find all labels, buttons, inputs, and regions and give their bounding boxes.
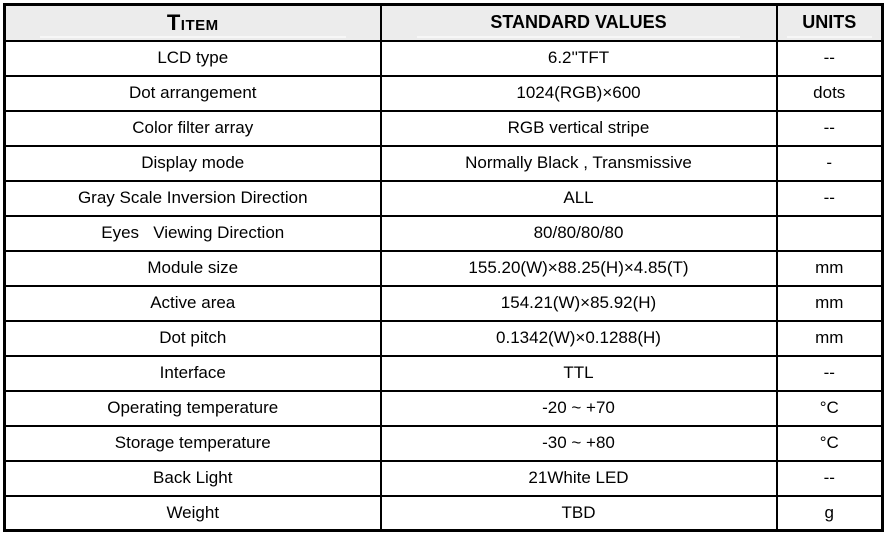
- table-row: Dot pitch 0.1342(W)×0.1288(H) mm: [3, 319, 884, 357]
- item-cell: Display mode: [3, 144, 382, 182]
- unit-cell: --: [775, 39, 884, 77]
- table-row: Display mode Normally Black , Transmissi…: [3, 144, 884, 182]
- item-cell: Active area: [3, 284, 382, 322]
- unit-cell: --: [775, 459, 884, 497]
- item-cell: Operating temperature: [3, 389, 382, 427]
- table-row: Interface TTL --: [3, 354, 884, 392]
- value-cell: Normally Black , Transmissive: [379, 144, 778, 182]
- item-cell: Back Light: [3, 459, 382, 497]
- item-cell: Weight: [3, 494, 382, 532]
- table-row: Weight TBD g: [3, 494, 884, 532]
- unit-cell: °C: [775, 424, 884, 462]
- value-cell: TTL: [379, 354, 778, 392]
- item-cell: Interface: [3, 354, 382, 392]
- unit-cell: --: [775, 179, 884, 217]
- header-standard-values: STANDARD VALUES: [379, 3, 778, 42]
- value-cell: 1024(RGB)×600: [379, 74, 778, 112]
- item-cell: Eyes Viewing Direction: [3, 214, 382, 252]
- value-cell: 0.1342(W)×0.1288(H): [379, 319, 778, 357]
- value-cell: -30 ~ +80: [379, 424, 778, 462]
- header-units: UNITS: [775, 3, 884, 42]
- table-row: LCD type 6.2''TFT --: [3, 39, 884, 77]
- table-header: TITEM STANDARD VALUES UNITS: [3, 3, 884, 42]
- header-item-initial: T: [166, 9, 181, 35]
- unit-cell: -: [775, 144, 884, 182]
- unit-cell: mm: [775, 249, 884, 287]
- table-row: Dot arrangement 1024(RGB)×600 dots: [3, 74, 884, 112]
- value-cell: 154.21(W)×85.92(H): [379, 284, 778, 322]
- value-cell: 6.2''TFT: [379, 39, 778, 77]
- header-item-rest: ITEM: [180, 16, 219, 34]
- spec-table: TITEM STANDARD VALUES UNITS LCD type 6.2…: [3, 3, 884, 532]
- header-item: TITEM: [3, 3, 382, 42]
- table-row: Storage temperature -30 ~ +80 °C: [3, 424, 884, 462]
- unit-cell: mm: [775, 319, 884, 357]
- unit-cell: °C: [775, 389, 884, 427]
- item-cell: Storage temperature: [3, 424, 382, 462]
- table-row: Module size 155.20(W)×88.25(H)×4.85(T) m…: [3, 249, 884, 287]
- value-cell: 80/80/80/80: [379, 214, 778, 252]
- table-body: LCD type 6.2''TFT -- Dot arrangement 102…: [3, 39, 884, 532]
- value-cell: TBD: [379, 494, 778, 532]
- value-cell: 155.20(W)×88.25(H)×4.85(T): [379, 249, 778, 287]
- table-row: Gray Scale Inversion Direction ALL --: [3, 179, 884, 217]
- table-row: Back Light 21White LED --: [3, 459, 884, 497]
- item-cell: Dot pitch: [3, 319, 382, 357]
- value-cell: -20 ~ +70: [379, 389, 778, 427]
- item-cell: Gray Scale Inversion Direction: [3, 179, 382, 217]
- table-row: Color filter array RGB vertical stripe -…: [3, 109, 884, 147]
- item-cell: Color filter array: [3, 109, 382, 147]
- unit-cell: --: [775, 109, 884, 147]
- unit-cell: g: [775, 494, 884, 532]
- unit-cell: --: [775, 354, 884, 392]
- header-row: TITEM STANDARD VALUES UNITS: [3, 3, 884, 42]
- value-cell: ALL: [379, 179, 778, 217]
- table-row: Active area 154.21(W)×85.92(H) mm: [3, 284, 884, 322]
- unit-cell: dots: [775, 74, 884, 112]
- value-cell: RGB vertical stripe: [379, 109, 778, 147]
- unit-cell: mm: [775, 284, 884, 322]
- table-row: Eyes Viewing Direction 80/80/80/80: [3, 214, 884, 252]
- item-cell: Module size: [3, 249, 382, 287]
- item-cell: LCD type: [3, 39, 382, 77]
- item-cell: Dot arrangement: [3, 74, 382, 112]
- spec-table-container: TITEM STANDARD VALUES UNITS LCD type 6.2…: [3, 3, 884, 532]
- unit-cell: [775, 214, 884, 252]
- table-row: Operating temperature -20 ~ +70 °C: [3, 389, 884, 427]
- value-cell: 21White LED: [379, 459, 778, 497]
